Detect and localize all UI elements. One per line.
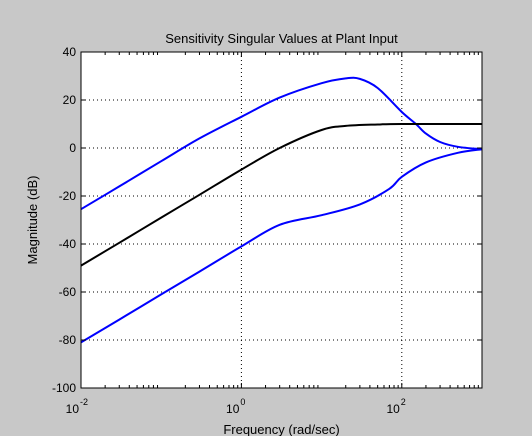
y-tick-label: -100 [52,381,76,395]
x-tick-label: 10 2 [386,397,405,416]
y-tick-label: -60 [59,285,77,299]
x-axis-label: Frequency (rad/sec) [223,422,339,436]
x-tick-label: 10 0 [226,397,245,416]
series-layer [80,76,483,344]
y-tick-label: -20 [59,189,77,203]
series-line-3 [80,148,483,344]
series-line-1 [80,76,483,211]
y-tick-label: 40 [63,45,77,59]
y-tick-labels: 40 20 0 -20 -40 -60 -80 -100 [52,45,76,395]
y-tick-label: 20 [63,93,77,107]
x-tick-base: 10 [66,402,80,416]
chart-title: Sensitivity Singular Values at Plant Inp… [165,31,398,46]
y-tick-label: -40 [59,237,77,251]
series-line-2 [80,122,483,267]
plot-frame [80,51,483,389]
y-tick-label: -80 [59,333,77,347]
x-tick-label: 10 -2 [66,397,88,416]
y-tick-label: 0 [69,141,76,155]
x-tick-base: 10 [226,402,240,416]
y-axis-label: Magnitude (dB) [25,176,40,265]
x-tick-exponent: 0 [240,397,245,407]
x-tick-labels: 10 -2 10 0 10 2 [66,397,406,416]
x-tick-base: 10 [386,402,400,416]
tick-marks [80,51,482,389]
x-tick-exponent: -2 [80,397,88,407]
plot-area [81,52,482,388]
x-tick-exponent: 2 [401,397,406,407]
